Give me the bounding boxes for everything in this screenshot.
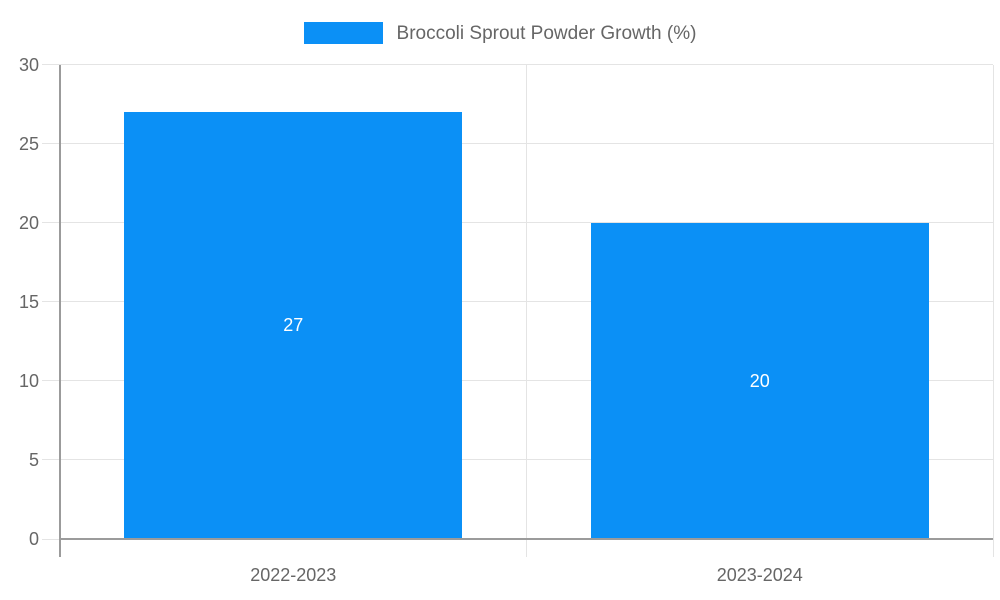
legend-item[interactable]: Broccoli Sprout Powder Growth (%): [0, 14, 1000, 52]
gridline-vertical: [526, 64, 527, 539]
y-tick-mark: [42, 459, 60, 461]
x-axis-tick-label: 2022-2023: [250, 565, 337, 585]
legend-swatch-icon: [303, 22, 383, 44]
y-axis-tick-label: 25: [18, 133, 39, 154]
x-tick-mark: [992, 539, 994, 557]
y-tick-mark: [42, 143, 60, 145]
y-tick-mark: [42, 222, 60, 224]
y-axis-tick-label: 15: [18, 291, 39, 312]
y-axis-tick-label: 20: [18, 212, 39, 233]
y-tick-mark: [42, 301, 60, 303]
y-axis-tick-label: 30: [18, 54, 39, 75]
y-axis-tick-label: 0: [28, 529, 39, 549]
y-axis-tick-label: 5: [28, 449, 39, 470]
y-tick-mark: [42, 380, 60, 382]
bar-value-label: 20: [749, 370, 770, 391]
gridline-vertical: [992, 64, 994, 539]
bar-2022-2023: [124, 111, 463, 539]
legend-label: Broccoli Sprout Powder Growth (%): [396, 22, 697, 44]
bar-2023-2024: [590, 222, 929, 539]
bar-value-label: 27: [283, 315, 304, 336]
x-tick-mark: [526, 539, 527, 557]
x-axis-tick-label: 2023-2024: [716, 565, 803, 585]
x-axis-line: [60, 538, 993, 540]
y-tick-mark: [42, 64, 60, 65]
y-axis-tick-label: 10: [18, 370, 39, 391]
y-axis-line: [59, 64, 61, 557]
y-tick-mark: [42, 538, 60, 540]
